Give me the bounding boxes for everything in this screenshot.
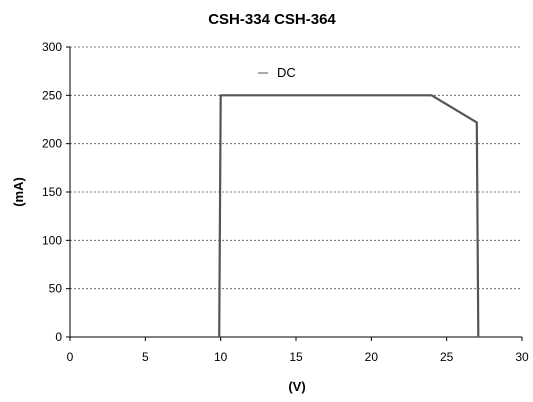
x-tick-label-5: 5 bbox=[142, 350, 149, 364]
x-axis-title: (V) bbox=[288, 379, 305, 394]
x-tick-label-0: 0 bbox=[67, 350, 74, 364]
series bbox=[218, 94, 480, 338]
y-tick-label-0: 0 bbox=[55, 330, 62, 344]
x-tick-label-20: 20 bbox=[365, 350, 379, 364]
x-tick-label-10: 10 bbox=[214, 350, 228, 364]
series-line-dc bbox=[218, 94, 480, 338]
grid bbox=[70, 46, 522, 290]
x-tick-label-25: 25 bbox=[440, 350, 454, 364]
x-tick-label-15: 15 bbox=[289, 350, 303, 364]
y-tick-label-250: 250 bbox=[42, 88, 62, 102]
y-tick-label-100: 100 bbox=[42, 233, 62, 247]
legend: DC bbox=[258, 65, 296, 80]
chart-title: CSH-334 CSH-364 bbox=[208, 11, 336, 28]
ticks: 0 50 100 150 200 250 300 0 5 10 15 20 25 30 bbox=[42, 40, 529, 364]
y-tick-label-200: 200 bbox=[42, 137, 62, 151]
x-tick-label-30: 30 bbox=[515, 350, 529, 364]
legend-label-dc: DC bbox=[277, 65, 296, 80]
y-axis-title: (mA) bbox=[11, 177, 26, 207]
y-tick-label-300: 300 bbox=[42, 40, 62, 54]
y-tick-label-150: 150 bbox=[42, 185, 62, 199]
y-tick-label-50: 50 bbox=[49, 282, 63, 296]
